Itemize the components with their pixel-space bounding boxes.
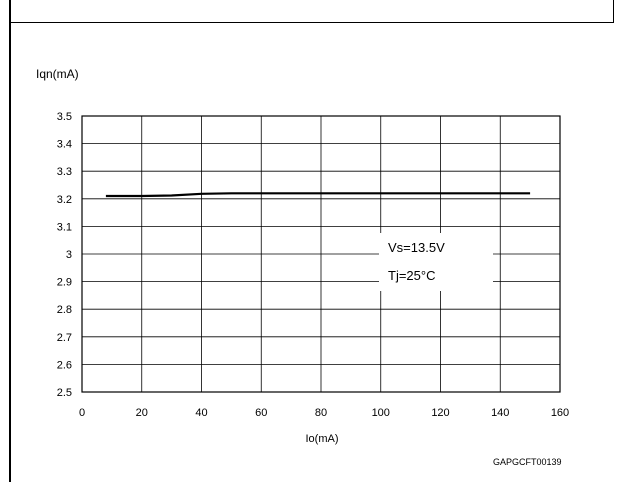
x-tick-label: 160 <box>551 407 569 419</box>
y-tick-label: 3.4 <box>57 139 72 151</box>
y-tick-label: 3 <box>66 249 72 261</box>
x-tick-label: 140 <box>491 407 509 419</box>
annotation-vs: Vs=13.5V <box>388 240 445 255</box>
y-tick-label: 3.2 <box>57 194 72 206</box>
y-tick-label: 2.7 <box>57 332 72 344</box>
y-tick-label: 2.9 <box>57 277 72 289</box>
x-tick-label: 80 <box>315 407 327 419</box>
series-line <box>105 192 531 198</box>
x-tick-label: 40 <box>195 407 207 419</box>
y-tick-label: 2.5 <box>57 387 72 399</box>
y-axis-label: Iqn(mA) <box>36 67 79 81</box>
x-axis-label: Io(mA) <box>306 433 339 445</box>
y-tick-label: 2.8 <box>57 304 72 316</box>
annotation-box <box>379 233 493 291</box>
frame-right-border <box>613 0 614 22</box>
frame-left-border <box>9 0 11 482</box>
y-tick-labels: 3.5 3.4 3.3 3.2 3.1 3 2.9 2.8 2.7 2.6 2.5 <box>57 111 72 399</box>
plot-area-border <box>81 115 561 393</box>
frame-top-border <box>9 22 614 23</box>
y-tick-label: 3.3 <box>57 166 72 178</box>
figure-code: GAPGCFT00139 <box>493 457 562 467</box>
annotation-tj: Tj=25°C <box>388 268 435 283</box>
x-tick-label: 100 <box>372 407 390 419</box>
x-tick-label: 120 <box>431 407 449 419</box>
x-tick-label: 20 <box>136 407 148 419</box>
x-tick-label: 60 <box>255 407 267 419</box>
y-tick-label: 3.5 <box>57 111 72 123</box>
y-tick-label: 3.1 <box>57 221 72 233</box>
y-tick-label: 2.6 <box>57 359 72 371</box>
x-tick-label: 0 <box>79 407 85 419</box>
series-group <box>105 192 531 198</box>
x-tick-labels: 0 20 40 60 80 100 120 140 160 <box>79 407 569 419</box>
